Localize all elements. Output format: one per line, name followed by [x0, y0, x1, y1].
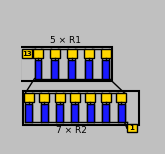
Bar	[39, 93, 49, 102]
Bar	[116, 93, 126, 102]
Bar	[56, 104, 63, 122]
Bar	[41, 104, 48, 122]
Bar	[84, 49, 94, 58]
Bar	[102, 104, 109, 122]
Bar	[50, 49, 60, 58]
Bar	[87, 104, 94, 122]
Bar	[33, 49, 43, 58]
Bar	[22, 49, 32, 58]
Bar	[20, 47, 112, 81]
Bar	[85, 60, 92, 79]
Bar	[101, 49, 111, 58]
Text: 7 × R2: 7 × R2	[56, 126, 87, 135]
Bar	[54, 93, 65, 102]
Text: 13: 13	[22, 51, 32, 57]
Bar	[25, 104, 32, 122]
Bar	[118, 104, 125, 122]
Bar	[102, 60, 109, 79]
Bar	[85, 93, 95, 102]
Bar	[23, 91, 139, 125]
Bar	[68, 60, 75, 79]
Bar	[24, 93, 34, 102]
Bar	[101, 93, 111, 102]
Bar	[34, 60, 41, 79]
Text: 5 × R1: 5 × R1	[50, 36, 81, 45]
Bar	[127, 124, 137, 132]
Bar	[70, 93, 80, 102]
Bar	[51, 60, 58, 79]
Bar	[71, 104, 78, 122]
Bar	[67, 49, 77, 58]
Text: 1: 1	[130, 125, 134, 131]
